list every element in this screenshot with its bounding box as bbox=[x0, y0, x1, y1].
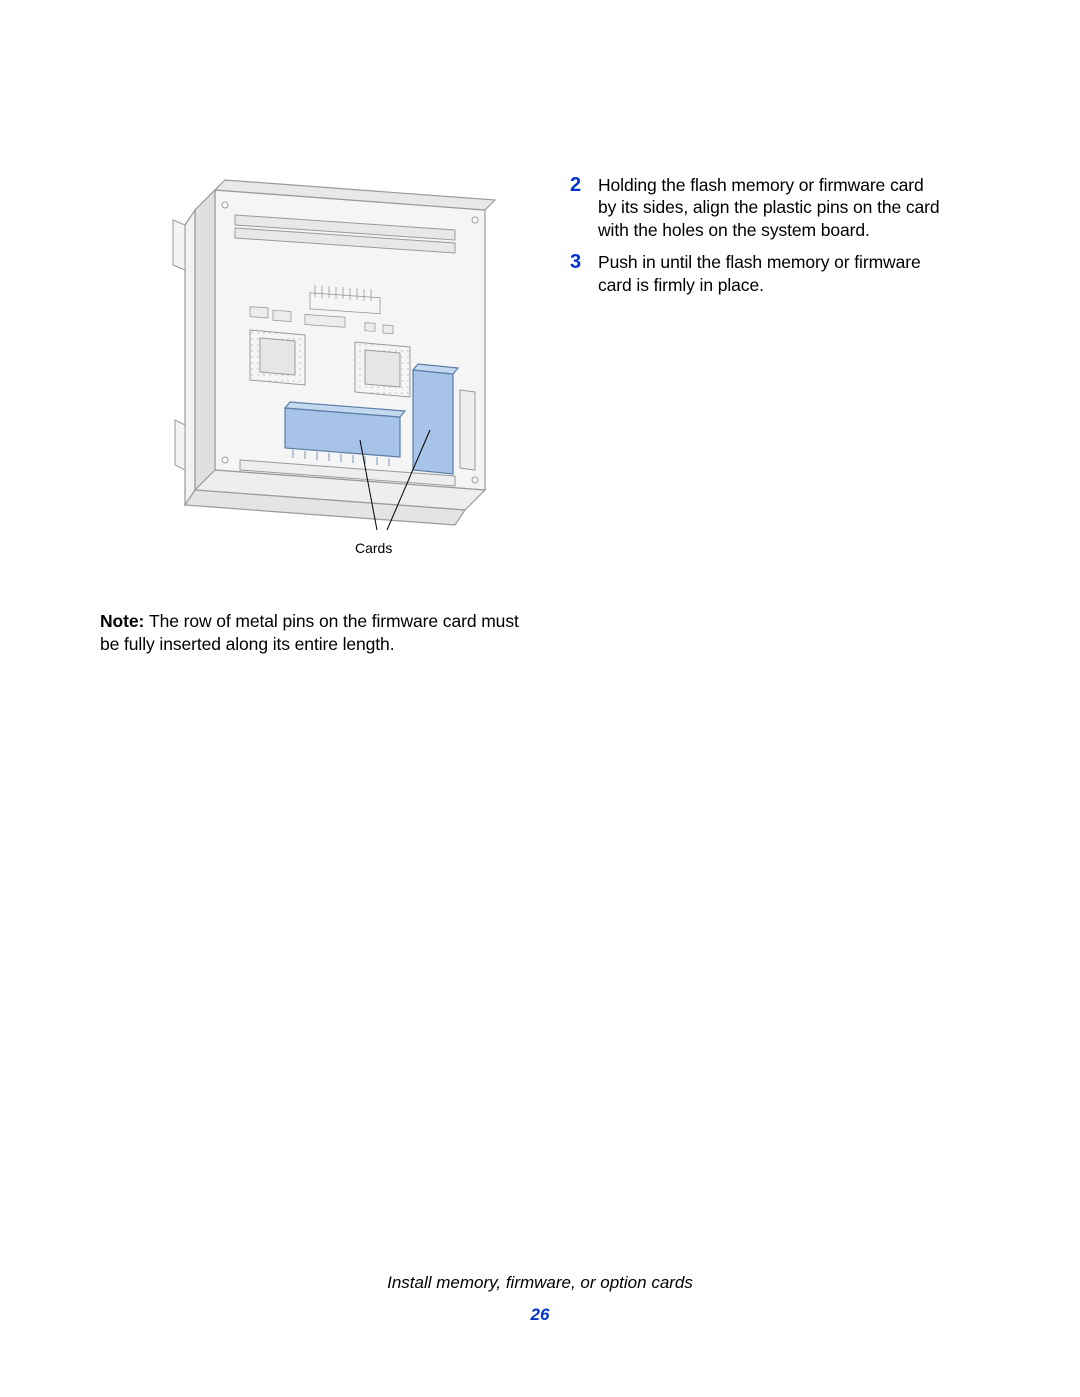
cards-label: Cards bbox=[355, 540, 392, 556]
step-2: 2 Holding the flash memory or firmware c… bbox=[570, 174, 940, 241]
note-prefix: Note: bbox=[100, 611, 149, 631]
page-footer: Install memory, firmware, or option card… bbox=[0, 1273, 1080, 1325]
step-text: Holding the flash memory or firmware car… bbox=[598, 174, 940, 241]
step-text: Push in until the flash memory or firmwa… bbox=[598, 251, 940, 296]
footer-title: Install memory, firmware, or option card… bbox=[0, 1273, 1080, 1293]
step-number: 3 bbox=[570, 251, 592, 273]
system-board-diagram: Cards bbox=[155, 170, 515, 550]
footer-page-number: 26 bbox=[0, 1305, 1080, 1325]
note-text: The row of metal pins on the firmware ca… bbox=[100, 611, 519, 654]
step-number: 2 bbox=[570, 174, 592, 196]
card-2 bbox=[413, 364, 458, 474]
note-block: Note: The row of metal pins on the firmw… bbox=[100, 610, 530, 656]
step-3: 3 Push in until the flash memory or firm… bbox=[570, 251, 940, 296]
